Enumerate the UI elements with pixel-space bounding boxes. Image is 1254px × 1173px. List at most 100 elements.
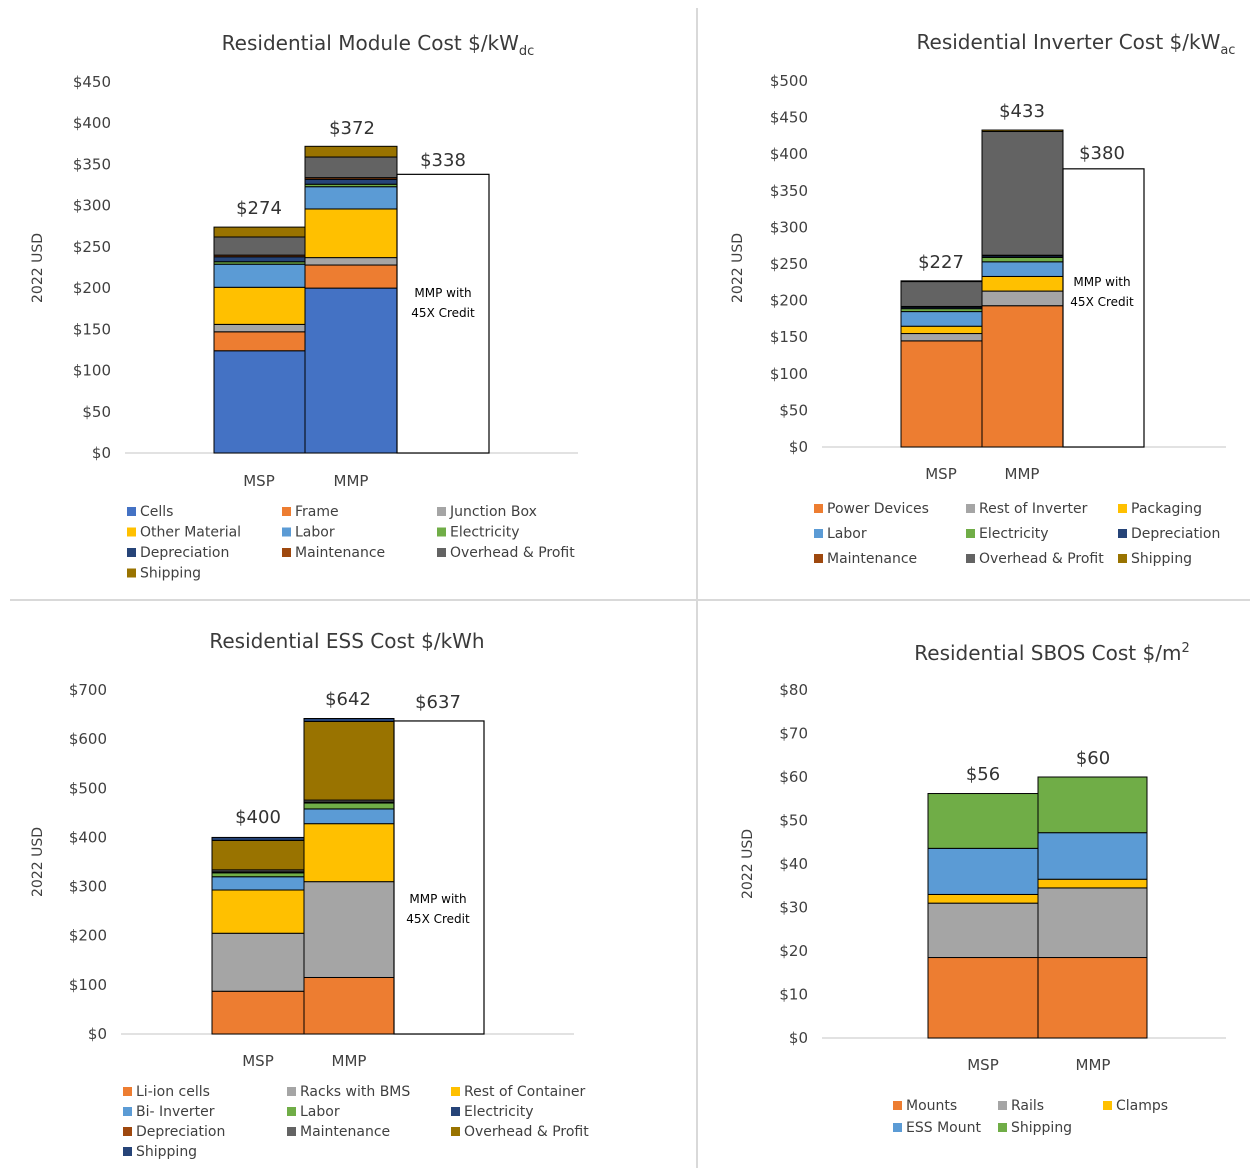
bar-segment-packaging-msp xyxy=(900,325,983,335)
legend-label-depreciation: Depreciation xyxy=(1131,526,1220,542)
bar-total-label: $433 xyxy=(999,101,1045,122)
legend-swatch-rest-of-inverter xyxy=(966,504,975,513)
bar-segment-clamps-mmp xyxy=(1037,878,1148,889)
chart-title: Residential ESS Cost $/kWh xyxy=(209,629,484,653)
legend-label-cells: Cells xyxy=(140,504,173,520)
bar-segment-racks-with-bms-mmp xyxy=(303,881,395,978)
bar-segment-overhead-profit-msp xyxy=(213,236,306,256)
legend-swatch-junction-box xyxy=(437,507,446,516)
bar-segment-other-material-msp xyxy=(213,286,306,325)
legend-label-maintenance: Maintenance xyxy=(295,545,385,561)
x-category-label: MMP xyxy=(334,472,369,490)
bar-segment-electricity-mmp xyxy=(981,256,1064,263)
y-tick-label: $400 xyxy=(770,145,808,163)
legend-label-labor: Labor xyxy=(295,525,335,541)
legend-label-li-ion-cells: Li-ion cells xyxy=(136,1084,210,1100)
bar-total-label: $227 xyxy=(918,252,964,273)
y-tick-label: $0 xyxy=(789,1029,808,1047)
legend-label-frame: Frame xyxy=(295,504,339,520)
legend-label-shipping: Shipping xyxy=(1011,1120,1072,1136)
credit-note-line2: 45X Credit xyxy=(406,912,470,926)
legend-swatch-electricity xyxy=(437,527,446,537)
legend-swatch-packaging xyxy=(1118,504,1127,513)
y-tick-label: $450 xyxy=(770,109,808,127)
y-tick-label: $200 xyxy=(770,292,808,310)
bar-segment-overhead-profit-msp xyxy=(211,839,305,871)
bar-segment-li-ion-cells-mmp xyxy=(303,976,395,1035)
bar-segment-labor-mmp xyxy=(303,802,395,810)
legend-swatch-power-devices xyxy=(814,504,823,513)
legend-swatch-overhead-profit xyxy=(451,1127,460,1136)
legend-swatch-shipping xyxy=(1118,554,1127,563)
legend-label-maintenance: Maintenance xyxy=(300,1124,390,1140)
chart-title: Residential SBOS Cost $/m2 xyxy=(914,641,1189,665)
legend-swatch-maintenance xyxy=(287,1127,296,1136)
y-tick-label: $100 xyxy=(770,365,808,383)
legend-swatch-overhead-profit xyxy=(437,548,446,557)
credit-total-label: $637 xyxy=(415,692,461,713)
y-tick-label: $500 xyxy=(770,72,808,90)
y-tick-label: $400 xyxy=(69,828,107,846)
bar-total-label: $60 xyxy=(1076,748,1110,769)
bar-segment-labor-msp xyxy=(213,263,306,288)
legend-label-depreciation: Depreciation xyxy=(140,545,229,561)
bar-total-label: $274 xyxy=(236,198,282,219)
y-tick-label: $700 xyxy=(69,681,107,699)
bar-segment-overhead-profit-mmp xyxy=(303,720,395,801)
legend-swatch-electricity xyxy=(451,1107,460,1116)
bar-segment-clamps-msp xyxy=(927,893,1039,904)
y-tick-label: $500 xyxy=(69,779,107,797)
y-tick-label: $250 xyxy=(73,238,111,256)
y-tick-label: $200 xyxy=(69,927,107,945)
legend-label-maintenance: Maintenance xyxy=(827,551,917,567)
legend-label-labor: Labor xyxy=(300,1104,340,1120)
y-tick-label: $80 xyxy=(779,681,808,699)
legend-swatch-li-ion-cells xyxy=(123,1087,132,1096)
legend-label-racks-with-bms: Racks with BMS xyxy=(300,1084,410,1100)
x-category-label: MSP xyxy=(242,1052,274,1070)
bar-segment-overhead-profit-mmp xyxy=(304,156,398,179)
y-tick-label: $20 xyxy=(779,942,808,960)
y-tick-label: $400 xyxy=(73,114,111,132)
chart-title: Residential Inverter Cost $/kWac xyxy=(917,30,1236,58)
legend-swatch-maintenance xyxy=(814,554,823,563)
legend-swatch-shipping xyxy=(127,568,136,578)
legend-label-rest-of-container: Rest of Container xyxy=(464,1084,586,1100)
bar-total-label: $56 xyxy=(966,764,1000,785)
bar-segment-shipping-msp xyxy=(211,836,305,841)
y-tick-label: $200 xyxy=(73,279,111,297)
y-axis-label: 2022 USD xyxy=(730,233,746,303)
y-tick-label: $350 xyxy=(73,155,111,173)
bar-segment-overhead-profit-msp xyxy=(900,281,983,307)
bar-segment-ess-mount-mmp xyxy=(1037,832,1148,880)
legend-swatch-depreciation xyxy=(1118,529,1127,538)
credit-bar xyxy=(396,173,490,454)
legend-swatch-labor xyxy=(287,1107,296,1116)
y-tick-label: $0 xyxy=(88,1025,107,1043)
legend-label-junction-box: Junction Box xyxy=(449,504,537,520)
bar-segment-li-ion-cells-msp xyxy=(211,990,305,1035)
bar-segment-mounts-msp xyxy=(927,957,1039,1039)
legend-swatch-rest-of-container xyxy=(451,1087,460,1096)
bar-segment-shipping-msp xyxy=(213,226,306,238)
x-category-label: MSP xyxy=(243,472,275,490)
bar-segment-rest-of-inverter-msp xyxy=(900,333,983,342)
legend-swatch-depreciation xyxy=(123,1127,132,1136)
legend-swatch-ess-mount xyxy=(893,1123,902,1132)
bar-segment-rails-msp xyxy=(927,902,1039,959)
y-tick-label: $50 xyxy=(82,403,111,421)
legend-swatch-electricity xyxy=(966,529,975,538)
y-tick-label: $450 xyxy=(73,73,111,91)
credit-note-line2: 45X Credit xyxy=(411,306,475,320)
bar-segment-labor-msp xyxy=(900,311,983,327)
y-tick-label: $40 xyxy=(779,855,808,873)
legend-label-overhead-profit: Overhead & Profit xyxy=(450,545,575,561)
bar-segment-labor-msp xyxy=(211,872,305,878)
legend-label-rails: Rails xyxy=(1011,1098,1044,1114)
bar-segment-cells-msp xyxy=(213,350,306,454)
legend-label-clamps: Clamps xyxy=(1116,1098,1168,1114)
bar-segment-bi-inverter-mmp xyxy=(303,808,395,825)
credit-total-label: $338 xyxy=(420,150,466,171)
